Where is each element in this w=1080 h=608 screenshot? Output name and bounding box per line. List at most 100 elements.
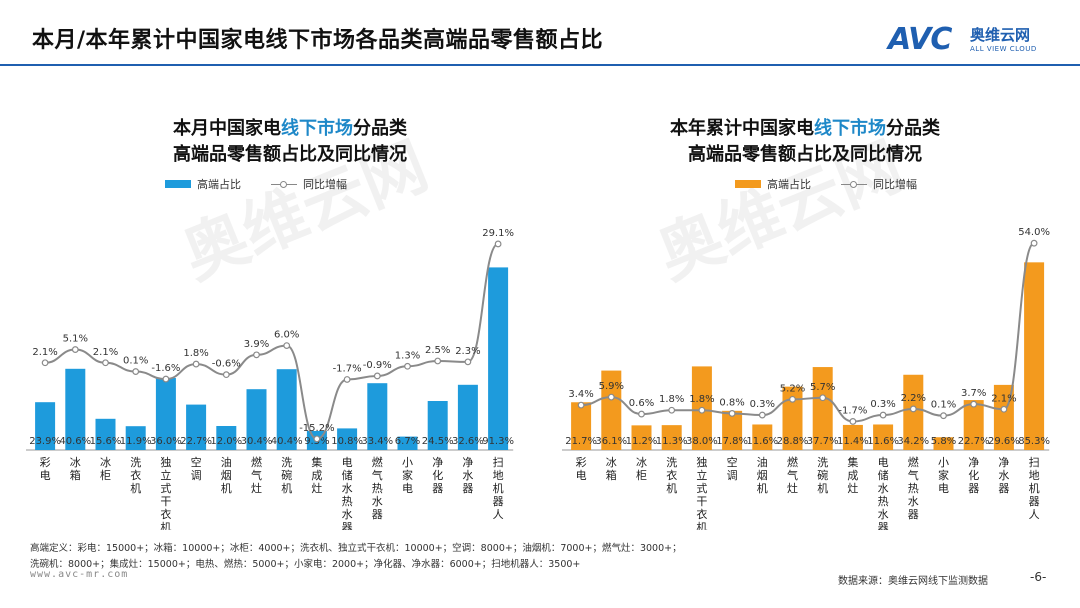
line-point [909,405,917,413]
bar-label: 11.4% [837,436,869,447]
footnote-definition: 高端定义：彩电：15000+；冰箱：10000+；冰柜：4000+；洗衣机、独立… [30,543,682,570]
legend-bar-label: 高端占比 [197,178,241,191]
bar [276,369,297,450]
line-label: 3.4% [568,389,593,400]
category-label: 小家电 [938,456,949,495]
line-label: 0.1% [931,400,956,411]
line-point [494,240,502,248]
line-label: 2.1% [32,347,57,358]
line-label: -15.2% [299,423,334,434]
bar-label: 32.6% [452,436,484,447]
bar [903,374,924,450]
line-point [102,359,109,367]
category-label: 油烟机 [221,455,232,495]
brand-logo: AVC 奥维云网 ALL VIEW CLOUD [888,20,1058,60]
legend-ytd: 高端占比 同比增幅 [735,176,917,192]
chart-title-monthly: 本月中国家电线下市场分品类 高端品零售额占比及同比情况 [173,118,407,165]
chart-monthly: 23.9% 彩电 40.6% 冰箱 15.6% 冰柜 11.9% 洗衣机 36.0% 独立式干衣机… [26,228,514,530]
bar-label: 21.7% [565,436,597,447]
category-label: 净水器 [998,455,1009,495]
line-label: 2.5% [425,345,450,356]
category-label: 小家电 [402,456,413,495]
chart-title-ytd: 本年累计中国家电线下市场分品类 高端品零售额占比及同比情况 [670,118,940,165]
bar [631,425,652,450]
legend-bar-swatch [165,180,191,188]
bar [812,367,833,450]
bar-label: 36.1% [595,436,627,447]
line-label: 3.7% [961,388,986,399]
bar [722,410,743,450]
line-point [728,410,736,417]
logo-mark: AVC [888,22,952,57]
bar [216,426,237,450]
category-label: 洗衣机 [666,456,677,495]
category-label: 彩电 [576,456,587,482]
line-label: 2.3% [455,346,480,357]
bar [427,401,448,450]
line-point [192,360,200,368]
bar-label: 11.9% [120,436,152,447]
bar-label: 40.6% [59,436,91,447]
legend-line-label: 同比增幅 [873,178,917,191]
line-label: 5.7% [810,382,835,393]
line-point [940,412,947,420]
category-label: 电储水热水器 [342,456,353,530]
legend-line-swatch [841,180,867,188]
bar [661,425,682,450]
line-label: 0.6% [629,398,654,409]
category-label: 油烟机 [757,455,768,495]
logo-english: ALL VIEW CLOUD [970,45,1037,53]
line-point [132,368,140,375]
bar [125,426,146,450]
line-label: 1.3% [395,350,420,361]
line-label: 1.8% [183,348,208,359]
category-label: 电储水热水器 [878,456,889,530]
bar-label: 85.3% [1018,436,1050,447]
line-label: 0.3% [870,399,895,410]
line-label: 5.9% [599,381,624,392]
category-label: 燃气灶 [251,455,262,495]
bar [186,404,207,450]
line-label: 54.0% [1018,227,1050,238]
category-label: 集成灶 [847,455,858,495]
category-label: 洗碗机 [817,456,828,495]
category-label: 洗碗机 [281,456,292,495]
bar-label: 6.7% [395,436,420,447]
line-point [668,406,676,414]
line-label: 2.2% [901,393,926,404]
line-point [404,362,411,370]
bar [752,424,773,450]
line-point [373,372,381,380]
bar-label: 11.2% [626,436,658,447]
bar-label: 37.7% [807,436,839,447]
line-label: 29.1% [482,228,514,239]
line-point [1000,405,1008,413]
bar-label: 5.8% [931,436,956,447]
line-point [162,375,170,383]
bar-label: 34.2% [897,436,929,447]
bar-label: 23.9% [29,436,61,447]
bar-label: 22.7% [958,436,990,447]
bar [571,402,592,450]
category-label: 空调 [191,455,202,482]
bar-label: 10.8% [331,436,363,447]
line-label: 0.3% [750,399,775,410]
chart-ytd: 21.7% 彩电 36.1% 冰箱 11.2% 冰柜 11.3% 洗衣机 38.0% 独立式干衣机… [562,227,1050,530]
bar-label: 17.8% [716,436,748,447]
bar-label: 28.8% [777,436,809,447]
line-label: -1.7% [333,363,362,374]
bar [367,383,388,450]
bar [601,370,622,450]
line-point [819,394,827,402]
line-label: 0.8% [719,397,744,408]
line-point [253,351,260,359]
line-label: -1.7% [838,405,867,416]
category-label: 空调 [727,455,738,482]
category-label: 洗衣机 [130,456,141,495]
line-label: 3.9% [244,339,269,350]
line-point [638,410,645,418]
bar-label: 38.0% [686,436,718,447]
bar [35,402,56,450]
line-point [698,406,706,414]
line-point [970,400,978,408]
